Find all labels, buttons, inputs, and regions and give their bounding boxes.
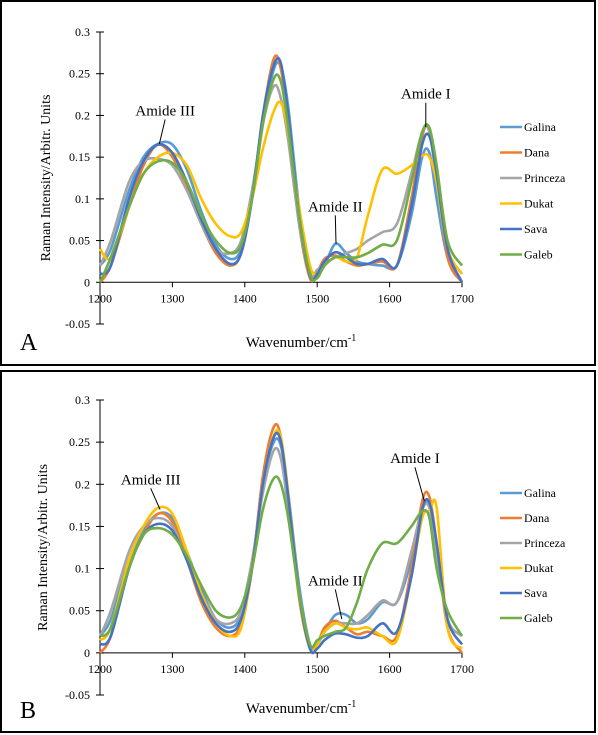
x-tick-label: 1700 <box>450 662 474 676</box>
y-tick-label: 0.1 <box>75 192 90 206</box>
annotation-amide-i: Amide I <box>390 451 440 467</box>
legend-label: Galina <box>524 120 557 134</box>
annotation-pointer <box>334 215 337 244</box>
panel-b: -0.05 0 0.05 0.1 0.15 0.2 0.25 0.3 1200 1300 1400 1… <box>0 370 596 733</box>
y-tick-label: 0.05 <box>69 234 90 248</box>
y-tick-label: 0.3 <box>75 25 90 39</box>
legend-label: Dukat <box>524 561 554 575</box>
y-tick-label: -0.05 <box>65 317 90 331</box>
y-tick-label: 0.3 <box>75 393 90 407</box>
annotation-amide-ii: Amide II <box>308 573 363 589</box>
y-tick-label: 0 <box>84 275 90 289</box>
annotation-pointer <box>158 119 166 144</box>
series-line-sava <box>99 431 464 655</box>
x-axis-label: Wavenumber/cm-1 <box>246 333 356 351</box>
y-tick-label: 0 <box>84 646 90 660</box>
y-tick-label: 0.2 <box>75 108 90 122</box>
x-tick-label: 1500 <box>305 662 329 676</box>
series-line-galina <box>98 437 463 651</box>
annotation-amide-ii: Amide II <box>308 199 363 215</box>
x-tick-label: 1500 <box>305 291 329 305</box>
panel-label-b: B <box>20 698 37 724</box>
x-tick-label: 1600 <box>378 662 402 676</box>
x-tick-label: 1300 <box>160 662 184 676</box>
legend-label: Princeza <box>524 536 566 550</box>
chart-b: -0.05 0 0.05 0.1 0.15 0.2 0.25 0.3 1200 1300 1400 1… <box>36 393 566 717</box>
annotation-amide-iii: Amide III <box>121 472 181 488</box>
y-tick-label: 0.25 <box>69 435 90 449</box>
y-tick-label: 0.25 <box>69 67 90 81</box>
legend-label: Sava <box>524 586 548 600</box>
x-tick-label: 1700 <box>450 291 474 305</box>
x-tick-label: 1200 <box>88 662 112 676</box>
legend-label: Dana <box>524 146 550 160</box>
legend-label: Galeb <box>524 248 553 262</box>
y-tick-label: -0.05 <box>65 688 90 702</box>
annotation-amide-i: Amide I <box>401 87 451 103</box>
legend-label: Princeza <box>524 171 566 185</box>
y-tick-label: 0.05 <box>69 604 90 618</box>
annotation-amide-iii: Amide III <box>135 103 195 119</box>
x-axis-label: Wavenumber/cm-1 <box>246 699 356 717</box>
annotation-pointer <box>334 589 343 620</box>
legend-label: Dukat <box>524 197 554 211</box>
x-tick-label: 1600 <box>378 291 402 305</box>
y-axis-label: Raman Intensity/Arbitr. Units <box>39 95 54 262</box>
y-tick-label: 0.15 <box>69 150 90 164</box>
panel-label-a: A <box>20 330 38 356</box>
x-tick-label: 1300 <box>160 291 184 305</box>
panel-a: -0.05 0 0.05 0.1 0.15 0.2 0.25 0.3 1200 1300 1400 1… <box>0 0 596 366</box>
legend-label: Galeb <box>524 611 553 625</box>
x-tick-label: 1400 <box>233 291 257 305</box>
series-line-galeb <box>98 73 464 283</box>
x-tick-label: 1200 <box>88 291 112 305</box>
y-tick-label: 0.2 <box>75 477 90 491</box>
annotation-pointer <box>150 488 161 510</box>
legend-label: Dana <box>524 511 550 525</box>
x-tick-label: 1400 <box>233 662 257 676</box>
y-tick-label: 0.15 <box>69 519 90 533</box>
series-line-galeb <box>99 475 464 649</box>
y-tick-label: 0.1 <box>75 562 90 576</box>
legend-label: Sava <box>524 222 548 236</box>
chart-a: -0.05 0 0.05 0.1 0.15 0.2 0.25 0.3 1200 1300 1400 1… <box>39 25 566 351</box>
legend-label: Galina <box>524 486 557 500</box>
y-axis-label: Raman Intensity/Arbitr. Units <box>36 464 51 631</box>
annotation-pointer <box>414 467 425 502</box>
